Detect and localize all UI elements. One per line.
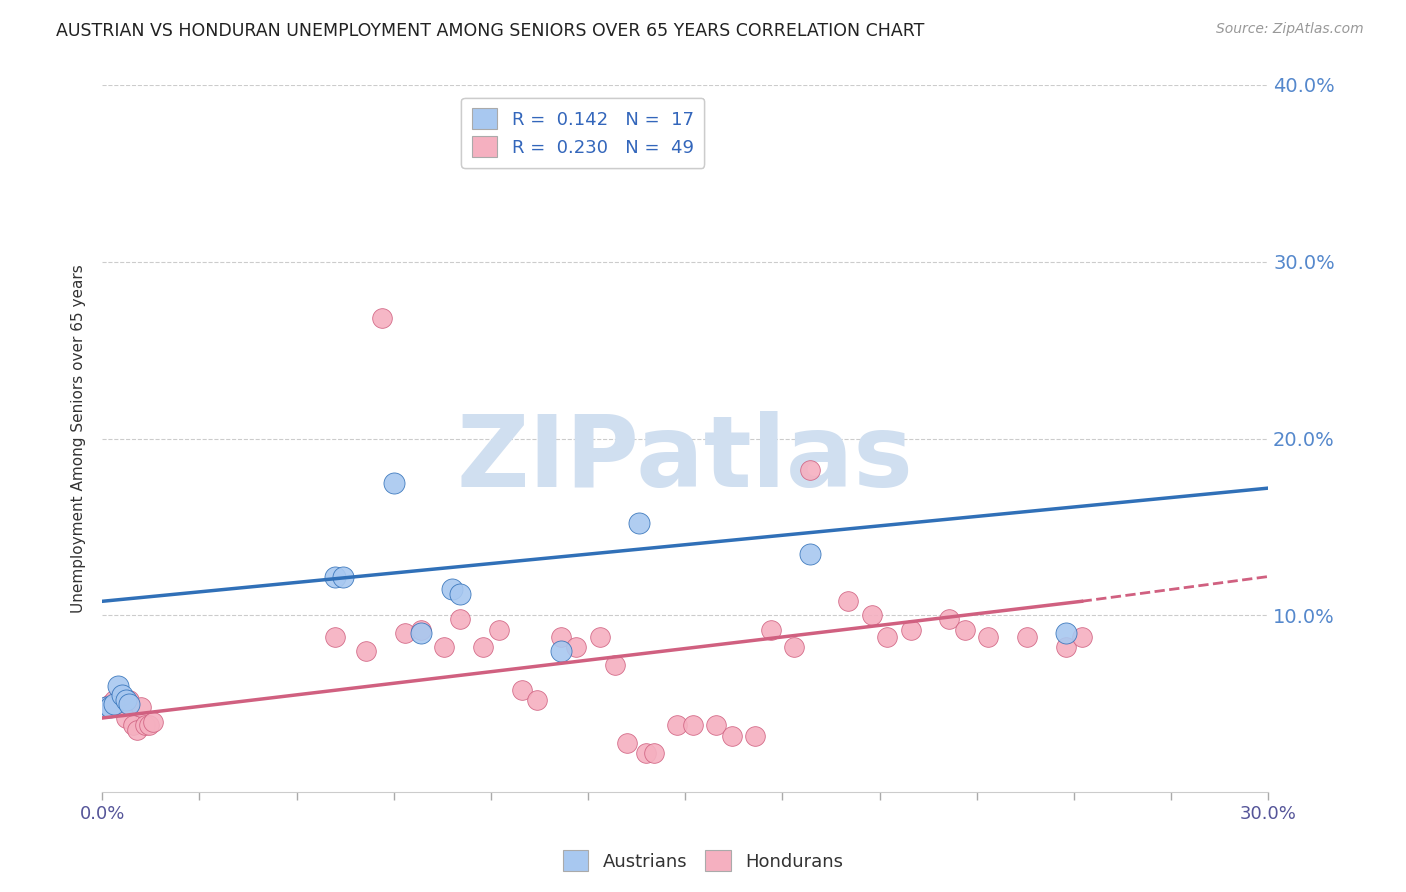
- Point: [440, 582, 463, 596]
- Point: [550, 644, 572, 658]
- Point: [371, 311, 394, 326]
- Point: [837, 594, 859, 608]
- Point: [103, 697, 125, 711]
- Point: [98, 700, 121, 714]
- Point: [704, 718, 727, 732]
- Point: [876, 630, 898, 644]
- Point: [720, 729, 742, 743]
- Point: [449, 612, 471, 626]
- Point: [643, 747, 665, 761]
- Point: [134, 718, 156, 732]
- Point: [977, 630, 1000, 644]
- Y-axis label: Unemployment Among Seniors over 65 years: Unemployment Among Seniors over 65 years: [72, 264, 86, 613]
- Point: [666, 718, 689, 732]
- Point: [118, 697, 141, 711]
- Point: [356, 644, 378, 658]
- Point: [1070, 630, 1092, 644]
- Point: [1054, 640, 1077, 655]
- Point: [627, 516, 650, 531]
- Point: [799, 463, 821, 477]
- Point: [682, 718, 704, 732]
- Point: [565, 640, 588, 655]
- Point: [127, 723, 149, 738]
- Point: [510, 682, 533, 697]
- Point: [111, 700, 134, 714]
- Legend: Austrians, Hondurans: Austrians, Hondurans: [555, 843, 851, 879]
- Point: [488, 623, 510, 637]
- Point: [325, 569, 347, 583]
- Point: [142, 714, 165, 729]
- Point: [605, 657, 627, 672]
- Point: [138, 718, 160, 732]
- Point: [550, 630, 572, 644]
- Legend: R =  0.142   N =  17, R =  0.230   N =  49: R = 0.142 N = 17, R = 0.230 N = 49: [461, 97, 704, 168]
- Point: [526, 693, 548, 707]
- Point: [860, 608, 883, 623]
- Point: [111, 688, 134, 702]
- Point: [332, 569, 354, 583]
- Point: [94, 700, 117, 714]
- Point: [118, 693, 141, 707]
- Point: [98, 697, 121, 711]
- Point: [394, 626, 416, 640]
- Point: [744, 729, 766, 743]
- Point: [409, 626, 432, 640]
- Point: [107, 697, 129, 711]
- Point: [94, 700, 117, 714]
- Point: [616, 736, 638, 750]
- Text: Source: ZipAtlas.com: Source: ZipAtlas.com: [1216, 22, 1364, 37]
- Point: [472, 640, 495, 655]
- Point: [953, 623, 976, 637]
- Point: [900, 623, 922, 637]
- Point: [1054, 626, 1077, 640]
- Point: [107, 679, 129, 693]
- Point: [938, 612, 960, 626]
- Point: [1017, 630, 1039, 644]
- Text: AUSTRIAN VS HONDURAN UNEMPLOYMENT AMONG SENIORS OVER 65 YEARS CORRELATION CHART: AUSTRIAN VS HONDURAN UNEMPLOYMENT AMONG …: [56, 22, 925, 40]
- Point: [449, 587, 471, 601]
- Point: [433, 640, 456, 655]
- Point: [409, 623, 432, 637]
- Point: [325, 630, 347, 644]
- Point: [636, 747, 658, 761]
- Point: [759, 623, 782, 637]
- Point: [114, 711, 136, 725]
- Point: [122, 718, 145, 732]
- Point: [129, 700, 152, 714]
- Point: [114, 693, 136, 707]
- Point: [103, 693, 125, 707]
- Point: [783, 640, 806, 655]
- Point: [799, 547, 821, 561]
- Text: ZIPatlas: ZIPatlas: [457, 411, 914, 508]
- Point: [382, 475, 405, 490]
- Point: [589, 630, 612, 644]
